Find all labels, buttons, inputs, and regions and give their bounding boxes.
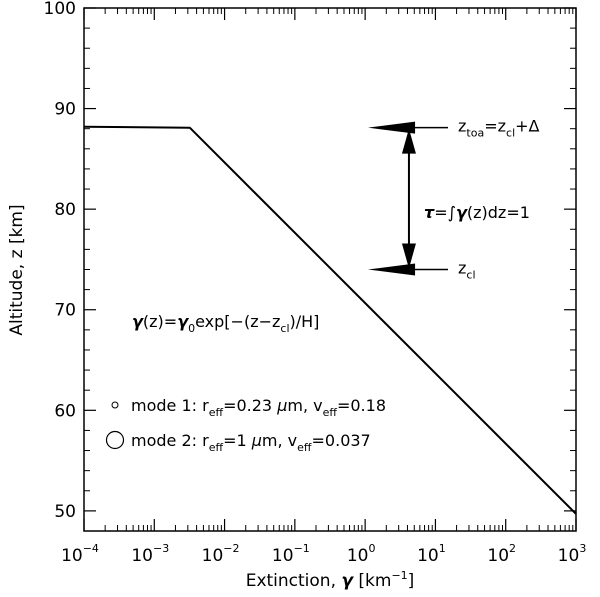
- y-tick-label: 90: [54, 100, 76, 120]
- z-cl-arrowhead: [368, 263, 416, 276]
- mode-2-marker: [105, 430, 125, 450]
- x-axis-ticks: 10−4 10−3 10−2 10−1 100 101 102 103: [61, 8, 586, 566]
- y-axis-title: Altitude, z [km]: [7, 204, 27, 335]
- optical-depth-arrowhead-up: [401, 128, 416, 154]
- x-tick-label: 100: [347, 542, 376, 566]
- y-tick-label: 60: [54, 401, 76, 421]
- x-tick-label: 103: [558, 542, 587, 566]
- series-line-extinction-profile: [83, 125, 577, 515]
- y-tick-label: 70: [54, 301, 76, 321]
- y-tick-label: 80: [54, 200, 76, 220]
- plot-frame: [83, 7, 577, 532]
- z-cl-label: zcl: [458, 259, 476, 282]
- mode-2-label: mode 2: reff=1 μm, veff=0.037: [131, 431, 371, 454]
- extinction-profile-equation: γ(z)=γ0exp[−(z−zcl)/H]: [132, 312, 319, 335]
- optical-depth-arrowhead-down: [401, 243, 416, 269]
- mode-1-label: mode 1: reff=0.23 μm, veff=0.18: [131, 396, 386, 419]
- optical-depth-equation: τ=∫γ(z)dz=1: [424, 203, 530, 222]
- x-tick-label: 10−2: [202, 542, 240, 566]
- x-tick-label: 102: [487, 542, 516, 566]
- z-toa-arrowhead: [368, 121, 416, 134]
- x-axis-title: Extinction, γ [km−1]: [246, 569, 415, 591]
- z-toa-label: ztoa=zcl+Δ: [458, 117, 540, 140]
- x-tick-label: 10−4: [61, 542, 99, 566]
- mode-1-marker: [111, 401, 119, 409]
- x-tick-label: 101: [417, 542, 446, 566]
- y-tick-label: 50: [54, 502, 76, 522]
- x-tick-label: 10−1: [272, 542, 310, 566]
- y-tick-label: 100: [44, 0, 76, 19]
- y-axis-ticks: 50 60 70 80 90 100: [44, 0, 576, 532]
- x-tick-label: 10−3: [131, 542, 169, 566]
